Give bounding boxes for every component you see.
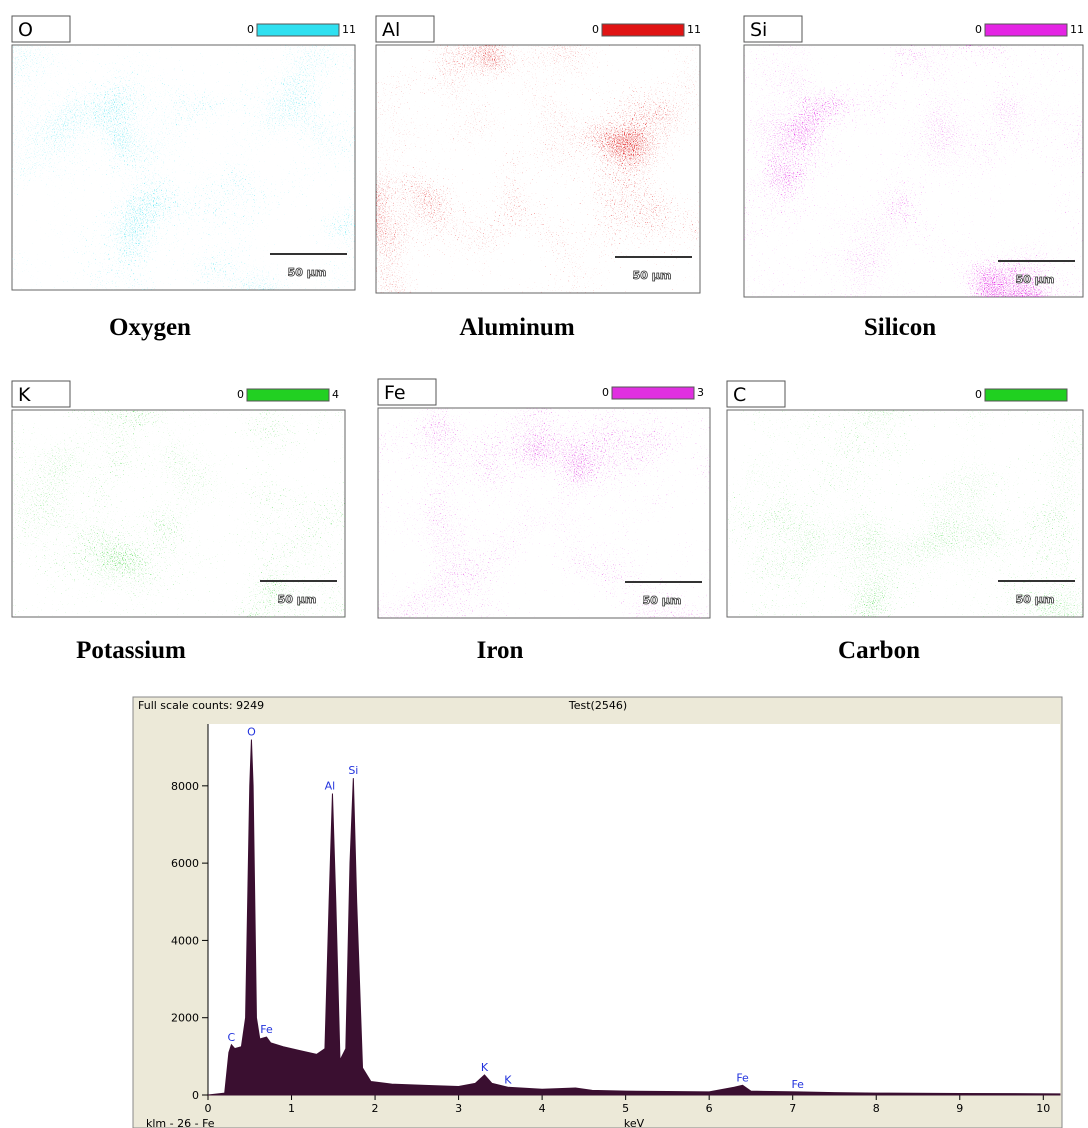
caption: Silicon: [864, 314, 936, 341]
x-tick-label: 1: [288, 1102, 295, 1115]
scale-bar: [611, 386, 695, 400]
element-label: Fe: [384, 382, 406, 404]
element-label: Al: [382, 19, 400, 41]
x-label: keV: [624, 1117, 645, 1128]
peak-label: K: [481, 1061, 489, 1074]
scale-max: 11: [687, 23, 701, 36]
element-label: O: [18, 19, 33, 41]
x-tick-label: 2: [372, 1102, 379, 1115]
peak-label: Al: [325, 780, 336, 793]
x-tick-label: 0: [205, 1102, 212, 1115]
peak-label: Fe: [791, 1078, 804, 1091]
length-label: 50 µm: [1016, 273, 1055, 286]
x-tick-label: 10: [1036, 1102, 1050, 1115]
x-tick-label: 9: [956, 1102, 963, 1115]
element-map: [727, 410, 1083, 617]
caption: Oxygen: [109, 314, 191, 341]
length-label: 50 µm: [633, 269, 672, 282]
peak-label: Fe: [260, 1023, 273, 1036]
caption: Carbon: [838, 637, 920, 664]
x-tick-label: 3: [455, 1102, 462, 1115]
peak-label: Fe: [736, 1071, 749, 1084]
y-tick-label: 0: [192, 1089, 199, 1102]
peak-label: Si: [348, 764, 358, 777]
y-tick-label: 6000: [171, 857, 199, 870]
scale-max: 11: [342, 23, 356, 36]
label-box: [726, 380, 786, 408]
element-map: [744, 45, 1083, 297]
footer: klm - 26 - Fe: [146, 1117, 215, 1128]
y-tick-label: 4000: [171, 934, 199, 947]
caption: Iron: [477, 637, 524, 664]
scale-min: 0: [975, 388, 982, 401]
label-box: [11, 15, 71, 43]
element-label: C: [733, 384, 746, 406]
scale-max: 3: [697, 386, 704, 399]
y-tick-label: 2000: [171, 1012, 199, 1025]
x-tick-label: 7: [789, 1102, 796, 1115]
scale-bar: [256, 23, 340, 37]
scale-bar: [984, 388, 1068, 402]
scale-max: 4: [332, 388, 339, 401]
caption: Potassium: [76, 637, 186, 664]
element-map: [376, 45, 700, 293]
scale-min: 0: [975, 23, 982, 36]
label-box: [377, 378, 437, 406]
scale-min: 0: [592, 23, 599, 36]
scale-min: 0: [602, 386, 609, 399]
caption: Aluminum: [459, 314, 574, 341]
spectrum-area: [207, 739, 1061, 1096]
scale-min: 0: [237, 388, 244, 401]
x-tick-label: 8: [873, 1102, 880, 1115]
element-label: Si: [750, 19, 767, 41]
scale-bar: [246, 388, 330, 402]
peak-label: O: [247, 725, 256, 738]
x-tick-label: 6: [706, 1102, 713, 1115]
x-tick-label: 4: [539, 1102, 546, 1115]
y-tick-label: 8000: [171, 780, 199, 793]
label-box: [11, 380, 71, 408]
peak-label: C: [228, 1031, 236, 1044]
scale-bar: [601, 23, 685, 37]
element-map: [12, 410, 345, 617]
length-label: 50 µm: [288, 266, 327, 279]
scale-max: 11: [1070, 23, 1084, 36]
peak-label: K: [504, 1073, 512, 1086]
spectrum-title: Full scale counts: 9249: [138, 699, 264, 712]
length-label: 50 µm: [643, 594, 682, 607]
element-label: K: [18, 384, 31, 406]
label-box: [743, 15, 803, 43]
length-label: 50 µm: [278, 593, 317, 606]
length-label: 50 µm: [1016, 593, 1055, 606]
element-map: [12, 45, 355, 290]
x-tick-label: 5: [622, 1102, 629, 1115]
scale-bar: [984, 23, 1068, 37]
spectrum-subtitle: Test(2546): [568, 699, 627, 712]
label-box: [375, 15, 435, 43]
element-map: [378, 408, 710, 618]
scale-min: 0: [247, 23, 254, 36]
